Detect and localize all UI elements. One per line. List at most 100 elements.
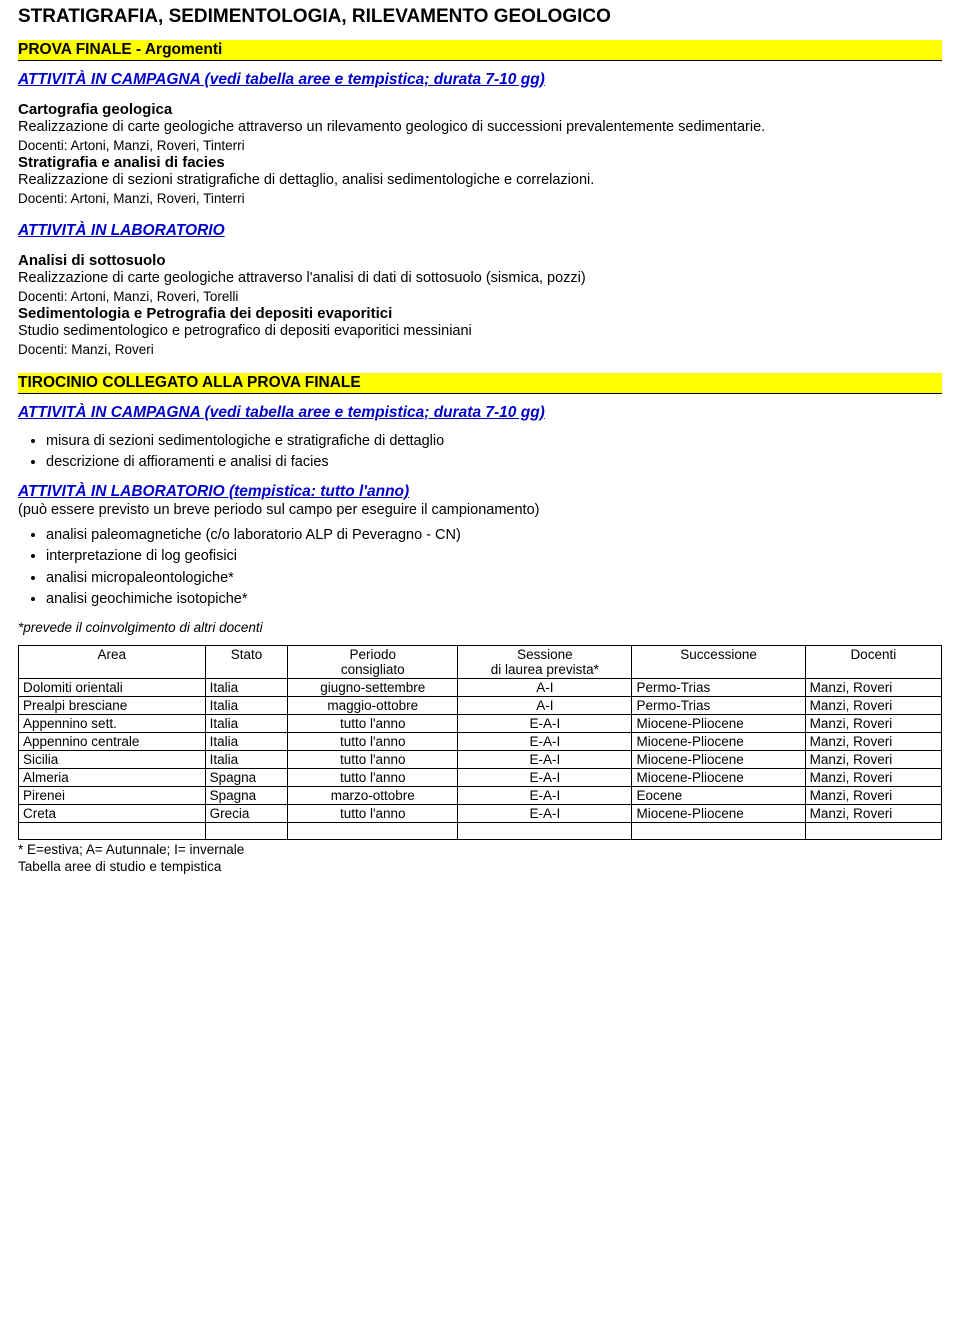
- table-row: Appennino sett.Italiatutto l'annoE-A-IMi…: [19, 714, 942, 732]
- table-cell: [19, 822, 206, 839]
- cartografia-docenti: Docenti: Artoni, Manzi, Roveri, Tinterri: [18, 137, 942, 155]
- table-cell: Manzi, Roveri: [805, 732, 941, 750]
- section-heading-1: PROVA FINALE - Argomenti: [18, 40, 942, 61]
- footnote-docenti: *prevede il coinvolgimento di altri doce…: [18, 620, 942, 635]
- sottosuolo-title: Analisi di sottosuolo: [18, 252, 942, 269]
- table-cell: Italia: [205, 714, 288, 732]
- sottosuolo-docenti: Docenti: Artoni, Manzi, Roveri, Torelli: [18, 288, 942, 306]
- table-row: SiciliaItaliatutto l'annoE-A-IMiocene-Pl…: [19, 750, 942, 768]
- table-cell: Almeria: [19, 768, 206, 786]
- table-cell: E-A-I: [458, 750, 632, 768]
- sedimentologia-docenti: Docenti: Manzi, Roveri: [18, 341, 942, 359]
- table-header: Stato: [205, 645, 288, 678]
- list-item: interpretazione di log geofisici: [46, 547, 942, 567]
- table-cell: Miocene-Pliocene: [632, 714, 805, 732]
- list-item: analisi geochimiche isotopiche*: [46, 590, 942, 610]
- table-cell: A-I: [458, 696, 632, 714]
- table-cell: Manzi, Roveri: [805, 714, 941, 732]
- table-cell: Manzi, Roveri: [805, 786, 941, 804]
- table-cell: [458, 822, 632, 839]
- campagna-heading-1: ATTIVITÀ IN CAMPAGNA (vedi tabella aree …: [18, 71, 942, 89]
- table-row: CretaGreciatutto l'annoE-A-IMiocene-Plio…: [19, 804, 942, 822]
- stratigrafia-title: Stratigrafia e analisi di facies: [18, 154, 942, 171]
- table-cell: Miocene-Pliocene: [632, 750, 805, 768]
- table-cell: [205, 822, 288, 839]
- table-cell: Spagna: [205, 786, 288, 804]
- table-cell: [632, 822, 805, 839]
- table-cell: tutto l'anno: [288, 750, 458, 768]
- table-cell: Spagna: [205, 768, 288, 786]
- table-row: AlmeriaSpagnatutto l'annoE-A-IMiocene-Pl…: [19, 768, 942, 786]
- laboratorio-note: (può essere previsto un breve periodo su…: [18, 501, 942, 520]
- table-cell: Italia: [205, 750, 288, 768]
- table-header: Successione: [632, 645, 805, 678]
- table-cell: Miocene-Pliocene: [632, 732, 805, 750]
- table-header: Periodoconsigliato: [288, 645, 458, 678]
- table-cell: marzo-ottobre: [288, 786, 458, 804]
- table-cell: Grecia: [205, 804, 288, 822]
- table-cell: tutto l'anno: [288, 732, 458, 750]
- table-cell: Italia: [205, 732, 288, 750]
- table-row: Prealpi brescianeItaliamaggio-ottobreA-I…: [19, 696, 942, 714]
- table-cell: tutto l'anno: [288, 768, 458, 786]
- table-cell: [805, 822, 941, 839]
- table-cell: Manzi, Roveri: [805, 750, 941, 768]
- table-cell: Sicilia: [19, 750, 206, 768]
- table-cell: maggio-ottobre: [288, 696, 458, 714]
- table-cell: Creta: [19, 804, 206, 822]
- table-cell: Pirenei: [19, 786, 206, 804]
- table-cell: E-A-I: [458, 786, 632, 804]
- sedimentologia-body: Studio sedimentologico e petrografico di…: [18, 322, 942, 341]
- table-cell: Italia: [205, 696, 288, 714]
- sedimentologia-title: Sedimentologia e Petrografia dei deposit…: [18, 305, 942, 322]
- laboratorio-list: analisi paleomagnetiche (c/o laboratorio…: [18, 526, 942, 610]
- cartografia-title: Cartografia geologica: [18, 101, 942, 118]
- document-title: STRATIGRAFIA, SEDIMENTOLOGIA, RILEVAMENT…: [18, 6, 942, 28]
- cartografia-body: Realizzazione di carte geologiche attrav…: [18, 118, 942, 137]
- table-cell: Permo-Trias: [632, 678, 805, 696]
- table-legend: * E=estiva; A= Autunnale; I= invernale: [18, 842, 942, 857]
- table-cell: Manzi, Roveri: [805, 768, 941, 786]
- table-cell: tutto l'anno: [288, 714, 458, 732]
- table-cell: Manzi, Roveri: [805, 804, 941, 822]
- table-cell: tutto l'anno: [288, 804, 458, 822]
- laboratorio-heading-2: ATTIVITÀ IN LABORATORIO (tempistica: tut…: [18, 483, 942, 501]
- table-row: PireneiSpagnamarzo-ottobreE-A-IEoceneMan…: [19, 786, 942, 804]
- table-cell: Manzi, Roveri: [805, 678, 941, 696]
- table-cell: Manzi, Roveri: [805, 696, 941, 714]
- table-header: Docenti: [805, 645, 941, 678]
- laboratorio-heading-1: ATTIVITÀ IN LABORATORIO: [18, 222, 942, 240]
- stratigrafia-docenti: Docenti: Artoni, Manzi, Roveri, Tinterri: [18, 190, 942, 208]
- list-item: misura di sezioni sedimentologiche e str…: [46, 432, 942, 452]
- campagna-heading-2: ATTIVITÀ IN CAMPAGNA (vedi tabella aree …: [18, 404, 942, 422]
- table-cell: E-A-I: [458, 804, 632, 822]
- areas-table: AreaStatoPeriodoconsigliatoSessionedi la…: [18, 645, 942, 840]
- table-caption: Tabella aree di studio e tempistica: [18, 859, 942, 874]
- table-cell: [288, 822, 458, 839]
- table-cell: Appennino sett.: [19, 714, 206, 732]
- table-cell: Eocene: [632, 786, 805, 804]
- table-cell: E-A-I: [458, 714, 632, 732]
- table-cell: Miocene-Pliocene: [632, 768, 805, 786]
- list-item: descrizione di affioramenti e analisi di…: [46, 453, 942, 473]
- table-cell: Permo-Trias: [632, 696, 805, 714]
- table-header: Sessionedi laurea prevista*: [458, 645, 632, 678]
- table-cell: Appennino centrale: [19, 732, 206, 750]
- table-cell: giugno-settembre: [288, 678, 458, 696]
- sottosuolo-body: Realizzazione di carte geologiche attrav…: [18, 269, 942, 288]
- list-item: analisi micropaleontologiche*: [46, 569, 942, 589]
- table-cell: E-A-I: [458, 732, 632, 750]
- table-cell: Miocene-Pliocene: [632, 804, 805, 822]
- campagna-list: misura di sezioni sedimentologiche e str…: [18, 432, 942, 473]
- table-cell: E-A-I: [458, 768, 632, 786]
- table-row: Dolomiti orientaliItaliagiugno-settembre…: [19, 678, 942, 696]
- table-row: Appennino centraleItaliatutto l'annoE-A-…: [19, 732, 942, 750]
- table-cell: Prealpi bresciane: [19, 696, 206, 714]
- table-row: [19, 822, 942, 839]
- table-cell: Italia: [205, 678, 288, 696]
- list-item: analisi paleomagnetiche (c/o laboratorio…: [46, 526, 942, 546]
- stratigrafia-body: Realizzazione di sezioni stratigrafiche …: [18, 171, 942, 190]
- table-header: Area: [19, 645, 206, 678]
- table-cell: A-I: [458, 678, 632, 696]
- table-cell: Dolomiti orientali: [19, 678, 206, 696]
